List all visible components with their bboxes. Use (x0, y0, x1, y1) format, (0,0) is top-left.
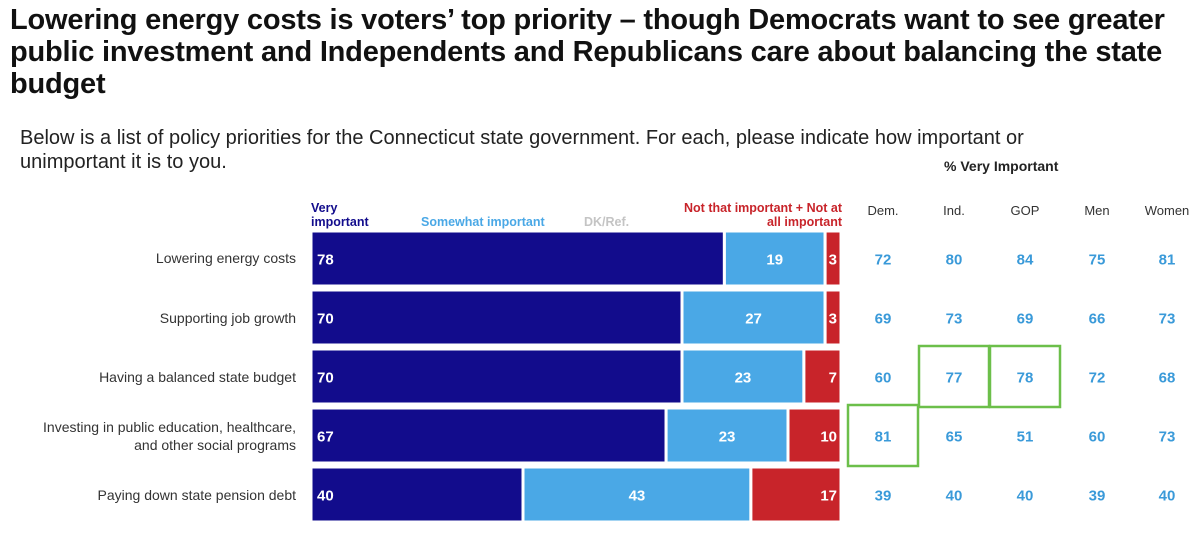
legend-dk-ref: DK/Ref. (584, 215, 630, 229)
bar-public-investment-somewhat-important (664, 406, 790, 465)
table-value-energy-ind: 80 (946, 252, 963, 269)
table-value-budget-dem: 60 (875, 370, 892, 387)
bar-pension-not-important (749, 465, 843, 524)
bar-jobs-not-important (823, 288, 843, 347)
bar-jobs-somewhat-important (680, 288, 827, 347)
bar-energy-very-important (309, 229, 726, 288)
bar-label-public-investment-very-important: 67 (317, 429, 334, 446)
bar-label-energy-somewhat-important: 19 (766, 252, 783, 269)
bar-label-pension-not-important: 17 (820, 488, 837, 505)
bar-label-jobs-somewhat-important: 27 (745, 311, 762, 328)
table-value-jobs-dem: 69 (875, 311, 892, 328)
table-value-pension-men: 39 (1089, 488, 1106, 505)
bar-public-investment-very-important (309, 406, 668, 465)
legend-very-line2: important (311, 215, 369, 229)
col-header-ind: Ind. (943, 203, 965, 218)
bar-label-pension-very-important: 40 (317, 488, 334, 505)
legend-very-important: Very important (311, 201, 369, 229)
category-label-pension: Paying down state pension debt (97, 487, 296, 503)
bar-label-budget-very-important: 70 (317, 370, 334, 387)
bar-public-investment-not-important (786, 406, 843, 465)
bar-label-jobs-not-important: 3 (829, 311, 837, 328)
legend-very-line1: Very (311, 201, 338, 215)
table-value-public-investment-men: 60 (1089, 429, 1106, 446)
bar-label-pension-somewhat-important: 43 (629, 488, 646, 505)
very-important-header: % Very Important (944, 158, 1059, 174)
chart-title: Lowering energy costs is voters’ top pri… (10, 4, 1165, 100)
table-value-pension-ind: 40 (946, 488, 963, 505)
table-value-pension-gop: 40 (1017, 488, 1034, 505)
table-value-energy-men: 75 (1089, 252, 1106, 269)
bar-label-public-investment-not-important: 10 (820, 429, 837, 446)
legend-not-line1: Not that important + Not at (684, 201, 842, 215)
bar-label-budget-somewhat-important: 23 (735, 370, 752, 387)
table-value-pension-dem: 39 (875, 488, 892, 505)
category-label-public-investment: Investing in public education, healthcar… (43, 419, 296, 453)
table-value-public-investment-gop: 51 (1017, 429, 1034, 446)
table-value-energy-dem: 72 (875, 252, 892, 269)
table-value-jobs-women: 73 (1159, 311, 1176, 328)
legend-not-line2: all important (766, 215, 842, 229)
col-header-men: Men (1084, 203, 1110, 218)
table-value-jobs-gop: 69 (1017, 311, 1034, 328)
category-label-budget: Having a balanced state budget (99, 369, 296, 385)
table-value-budget-women: 68 (1159, 370, 1176, 387)
col-header-gop: GOP (1010, 203, 1040, 218)
table-value-jobs-ind: 73 (946, 311, 963, 328)
table-value-public-investment-dem: 81 (875, 429, 892, 446)
bar-jobs-very-important (309, 288, 684, 347)
col-header-dem: Dem. (867, 203, 899, 218)
legend-somewhat-important: Somewhat important (421, 215, 545, 229)
col-header-women: Women (1144, 203, 1190, 218)
table-value-public-investment-ind: 65 (946, 429, 963, 446)
bar-budget-very-important (309, 347, 684, 406)
bar-budget-not-important (802, 347, 843, 406)
table-value-budget-ind: 77 (946, 370, 963, 387)
bar-label-energy-not-important: 3 (829, 252, 837, 269)
bar-energy-not-important (823, 229, 843, 288)
bar-label-public-investment-somewhat-important: 23 (719, 429, 736, 446)
table-value-energy-women: 81 (1159, 252, 1176, 269)
highlight-box-2 (846, 403, 920, 468)
table-value-jobs-men: 66 (1089, 311, 1106, 328)
table-value-budget-gop: 78 (1017, 370, 1034, 387)
table-value-public-investment-women: 73 (1159, 429, 1176, 446)
bar-budget-somewhat-important (680, 347, 806, 406)
category-label-energy: Lowering energy costs (155, 250, 296, 266)
bar-label-budget-not-important: 7 (829, 370, 837, 387)
bar-pension-very-important (309, 465, 525, 524)
bar-label-jobs-very-important: 70 (317, 311, 334, 328)
highlight-box-1 (988, 344, 1062, 409)
table-value-budget-men: 72 (1089, 370, 1106, 387)
table-value-energy-gop: 84 (1017, 252, 1034, 269)
chart-subtitle: Below is a list of policy priorities for… (20, 127, 1024, 173)
legend-not-important: Not that important + Not at all importan… (650, 201, 842, 229)
category-label-jobs: Supporting job growth (159, 310, 296, 326)
table-value-pension-women: 40 (1159, 488, 1176, 505)
bar-label-energy-very-important: 78 (317, 252, 334, 269)
